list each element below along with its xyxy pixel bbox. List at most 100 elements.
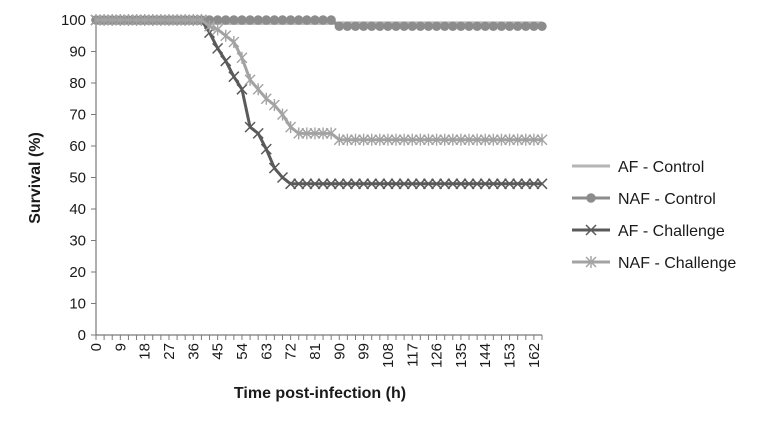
data-point-af-challenge — [439, 178, 451, 190]
data-point-af-challenge — [317, 178, 329, 190]
data-point-af-challenge — [260, 143, 272, 155]
data-point-naf-challenge — [187, 14, 199, 26]
data-point-naf-control — [367, 21, 377, 31]
data-point-naf-control — [253, 15, 263, 25]
data-point-naf-control — [318, 15, 328, 25]
data-point-naf-challenge — [114, 14, 126, 26]
data-point-naf-challenge — [212, 23, 224, 36]
data-point-naf-challenge — [195, 14, 207, 26]
data-point-af-challenge — [244, 121, 256, 133]
x-tick-label: 36 — [185, 343, 202, 360]
data-point-af-challenge — [212, 42, 224, 54]
data-point-af-challenge — [301, 178, 313, 190]
data-point-naf-challenge — [106, 14, 118, 26]
data-point-naf-challenge — [179, 14, 191, 26]
data-point-af-challenge — [479, 178, 491, 190]
data-point-naf-control — [261, 15, 271, 25]
data-point-naf-challenge — [236, 51, 248, 64]
x-tick-label: 108 — [380, 343, 397, 368]
data-point-naf-control — [512, 21, 523, 31]
data-point-af-challenge — [236, 83, 248, 95]
data-point-naf-control — [407, 21, 417, 31]
data-point-af-challenge — [463, 178, 475, 190]
legend-label-af-challenge: AF - Challenge — [618, 223, 725, 240]
y-tick-label: 10 — [69, 296, 86, 313]
data-point-naf-challenge — [349, 133, 361, 146]
data-point-naf-control — [334, 21, 344, 31]
data-point-af-challenge — [487, 178, 499, 190]
data-point-af-challenge — [220, 55, 232, 67]
data-point-naf-control — [350, 21, 361, 31]
data-point-naf-control — [464, 21, 474, 31]
data-point-naf-control — [277, 15, 288, 25]
data-point-af-challenge — [333, 178, 345, 190]
y-tick-label: 20 — [69, 264, 86, 281]
x-tick-label: 144 — [477, 343, 494, 368]
data-point-af-challenge — [374, 178, 386, 190]
data-point-af-challenge — [504, 178, 516, 190]
data-point-af-challenge — [309, 178, 321, 190]
data-point-naf-control — [456, 21, 466, 31]
legend-item-naf-challenge: NAF - Challenge — [572, 255, 736, 272]
x-tick-label: 27 — [161, 343, 178, 360]
data-point-af-challenge — [512, 178, 524, 190]
data-point-naf-challenge — [131, 14, 143, 26]
data-point-naf-challenge — [204, 20, 216, 33]
y-tick-label: 100 — [61, 12, 86, 29]
x-tick-label: 63 — [258, 343, 275, 360]
x-tick-label: 99 — [356, 343, 373, 360]
data-point-af-challenge — [285, 178, 297, 190]
data-point-naf-challenge — [277, 108, 289, 121]
data-point-naf-challenge — [487, 133, 499, 146]
data-point-naf-control — [488, 21, 499, 31]
data-point-af-challenge — [341, 178, 353, 190]
data-point-naf-challenge — [512, 133, 524, 146]
data-point-naf-challenge — [463, 133, 475, 146]
data-point-naf-challenge — [163, 14, 175, 26]
data-point-naf-challenge — [293, 127, 305, 140]
y-tick-label: 30 — [69, 233, 86, 250]
data-point-naf-control — [229, 15, 239, 25]
data-point-naf-challenge — [390, 133, 402, 146]
data-point-naf-control — [358, 21, 369, 31]
data-point-naf-challenge — [333, 133, 345, 146]
x-tick-label: 45 — [210, 343, 227, 360]
x-tick-label: 54 — [234, 343, 251, 360]
data-point-naf-challenge — [374, 133, 386, 146]
y-tick-label: 70 — [69, 107, 86, 124]
series-af-challenge — [90, 14, 548, 190]
legend-label-naf-control: NAF - Control — [618, 191, 716, 208]
data-point-af-challenge — [414, 178, 426, 190]
legend-label-af-control: AF - Control — [618, 159, 704, 176]
data-point-naf-control — [302, 15, 312, 25]
x-tick-label: 162 — [526, 343, 543, 368]
legend-marker-naf-control — [586, 193, 596, 203]
data-point-naf-challenge — [122, 14, 134, 26]
x-tick-label: 135 — [453, 343, 470, 368]
legend-item-af-challenge: AF - Challenge — [572, 223, 725, 240]
data-point-af-challenge — [325, 178, 337, 190]
data-point-naf-control — [431, 21, 442, 31]
data-point-af-challenge — [252, 127, 264, 139]
data-point-naf-control — [480, 21, 490, 31]
data-point-naf-challenge — [171, 14, 183, 26]
data-point-af-challenge — [276, 171, 289, 184]
data-point-af-challenge — [398, 178, 410, 190]
data-point-naf-control — [537, 21, 547, 31]
data-point-naf-control — [285, 15, 296, 25]
data-point-naf-challenge — [358, 133, 370, 146]
data-point-af-challenge — [358, 178, 370, 190]
data-point-naf-challenge — [366, 133, 378, 146]
data-point-af-challenge — [495, 178, 507, 190]
data-point-naf-challenge — [139, 14, 151, 26]
x-tick-label: 72 — [283, 343, 300, 360]
legend-label-naf-challenge: NAF - Challenge — [618, 255, 736, 272]
x-tick-label: 126 — [429, 343, 446, 368]
data-point-naf-control — [294, 15, 304, 25]
data-point-naf-challenge — [520, 133, 532, 146]
data-point-naf-control — [212, 15, 223, 25]
data-point-naf-control — [269, 15, 280, 25]
data-point-af-challenge — [390, 178, 402, 190]
data-point-af-challenge — [406, 178, 418, 190]
